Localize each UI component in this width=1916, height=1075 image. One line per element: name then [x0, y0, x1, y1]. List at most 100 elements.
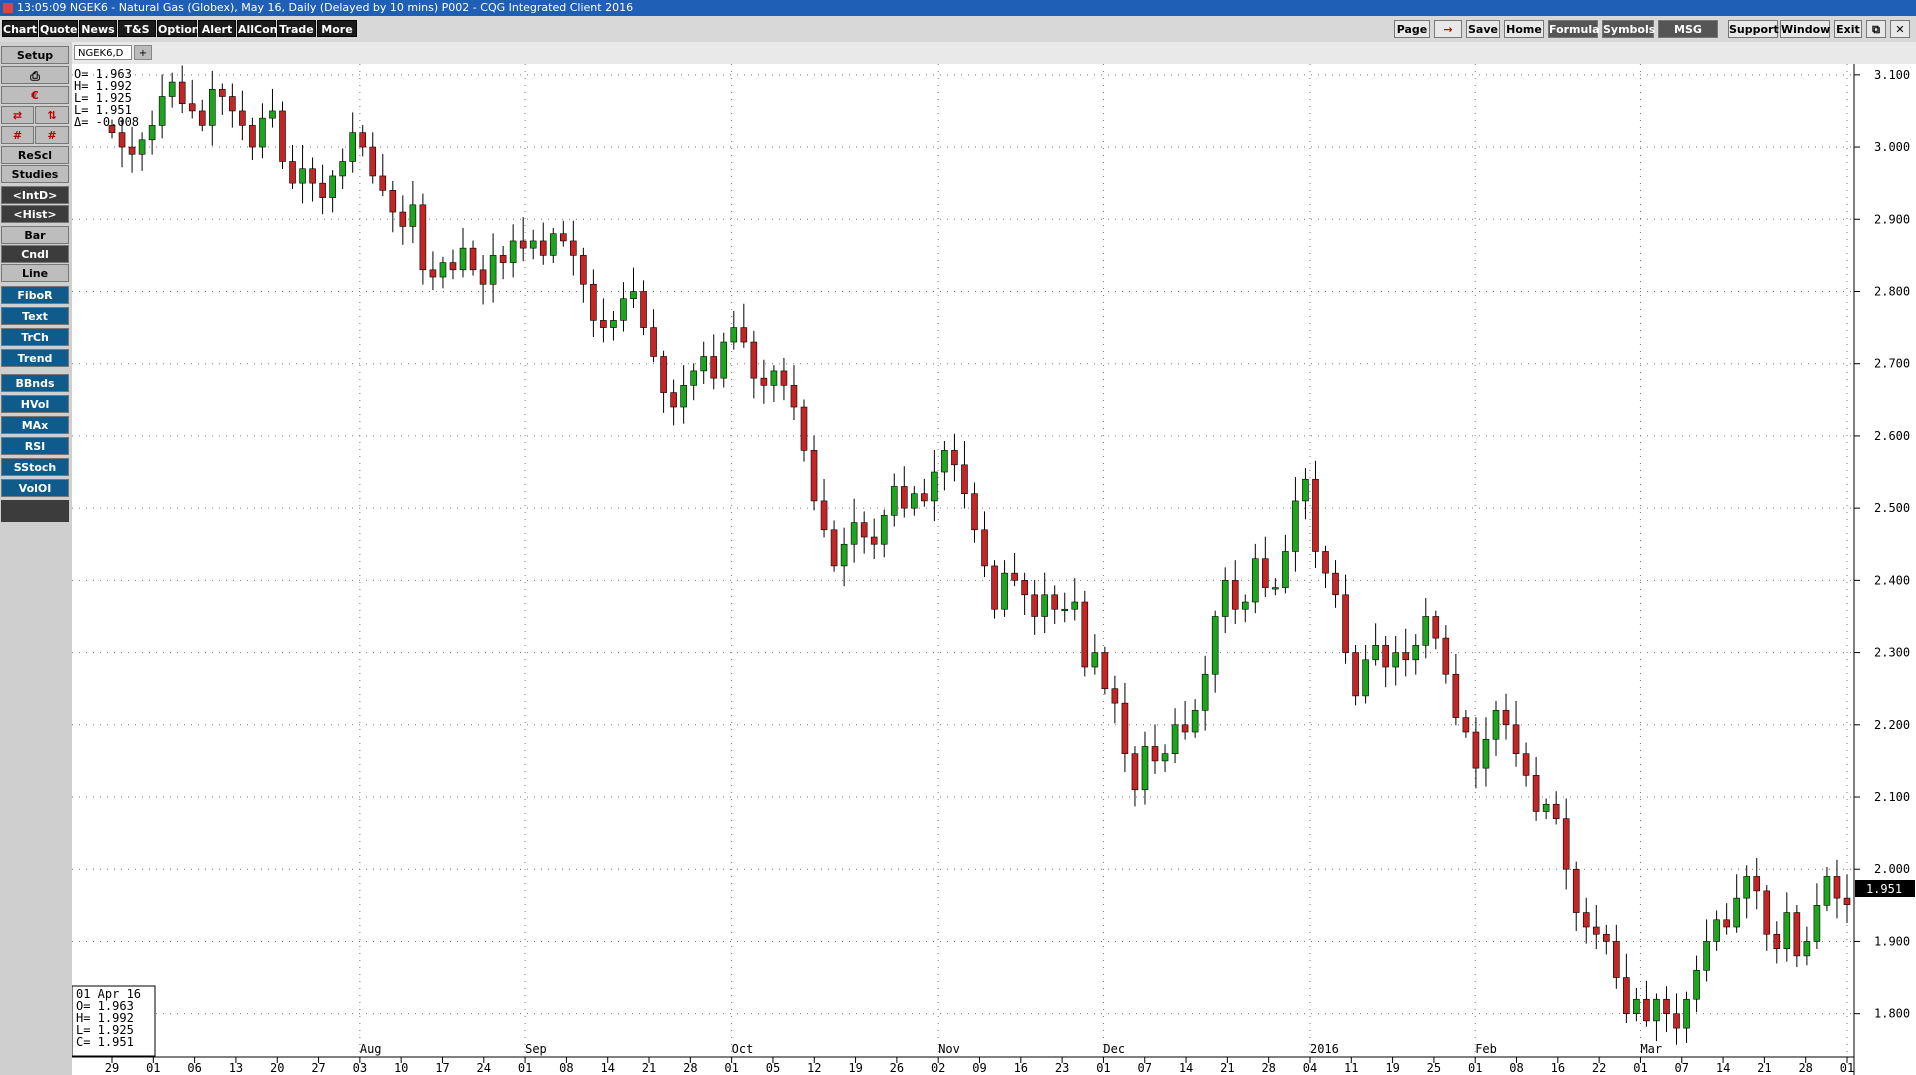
- candle-body: [1592, 926, 1600, 935]
- exit-button[interactable]: Exit: [1834, 20, 1862, 38]
- voloi-button[interactable]: VolOI: [1, 479, 69, 497]
- close-icon[interactable]: ✕: [1890, 20, 1910, 38]
- quote-button[interactable]: Quote: [39, 20, 78, 37]
- candle-body: [319, 182, 326, 198]
- chart-button[interactable]: Chart: [2, 20, 38, 37]
- price-axis: 3.100 3.000 2.900 2.800 2.700 2.600 2.500 2.400…: [1854, 68, 1910, 1021]
- candle-button[interactable]: Cndl: [1, 245, 69, 263]
- formula-button[interactable]: Formula: [1548, 20, 1600, 38]
- date-tick-label: 01: [1096, 1061, 1110, 1075]
- ohlc-box-open: O= 1.963: [76, 999, 134, 1013]
- candle-body: [1412, 645, 1420, 661]
- date-tick-label: 14: [1716, 1061, 1730, 1075]
- date-tick-label: 07: [1138, 1061, 1152, 1075]
- candle-body: [620, 298, 627, 321]
- setup-button[interactable]: Setup: [1, 46, 69, 64]
- candle-body: [309, 168, 316, 184]
- print-icon[interactable]: ⎙: [1, 66, 69, 84]
- max-button[interactable]: MAx: [1, 416, 69, 434]
- swap-icon[interactable]: ⇄: [1, 106, 34, 124]
- candle-body: [459, 247, 467, 271]
- candle-body: [1382, 645, 1389, 668]
- ohlc-open: O= 1.963: [74, 67, 132, 81]
- candle-body: [1001, 572, 1008, 610]
- date-tick-label: 25: [1427, 1061, 1441, 1075]
- date-tick-label: 14: [1179, 1061, 1193, 1075]
- candle-body: [1833, 876, 1841, 899]
- ohlc-delta: Δ= -0.008: [74, 115, 139, 129]
- candle-body: [1101, 652, 1109, 689]
- euro-icon[interactable]: €: [1, 86, 69, 104]
- candle-body: [519, 240, 527, 249]
- candle-body: [690, 370, 697, 386]
- rsi-button[interactable]: RSI: [1, 437, 69, 455]
- support-button[interactable]: Support: [1728, 20, 1779, 38]
- trade-button[interactable]: Trade: [277, 20, 316, 37]
- add-tab-button[interactable]: +: [134, 45, 152, 60]
- candle-body: [1422, 616, 1430, 646]
- study-sidebar: Setup ⎙ € ⇄ ⇅ # # ReScl Studies <IntD> <…: [0, 42, 73, 1075]
- page-button[interactable]: Page: [1394, 20, 1430, 38]
- candle-body: [289, 161, 296, 184]
- ohlc-readout-bottom: 01 Apr 16 O= 1.963 H= 1.992 L= 1.925 C= …: [72, 985, 156, 1057]
- candle-body: [590, 283, 597, 321]
- grid-alt-icon[interactable]: #: [35, 126, 69, 144]
- trend-button[interactable]: Trend: [1, 349, 69, 367]
- tab-ngek6[interactable]: NGEK6,D: [74, 45, 132, 60]
- sort-icon[interactable]: ⇅: [35, 106, 69, 124]
- home-button[interactable]: Home: [1504, 20, 1544, 38]
- fibonacci-button[interactable]: FiboR: [1, 286, 69, 304]
- candle-body: [1402, 652, 1410, 661]
- alert-button[interactable]: Alert: [198, 20, 236, 37]
- candle-body: [1693, 970, 1700, 1000]
- hvol-button[interactable]: HVol: [1, 395, 69, 413]
- candle-body: [369, 146, 377, 177]
- news-button[interactable]: News: [79, 20, 117, 37]
- candle-body: [198, 110, 206, 126]
- date-tick-label: 10: [394, 1061, 408, 1075]
- candle-body: [700, 356, 708, 372]
- window-button[interactable]: Window: [1780, 20, 1830, 38]
- grid-icon[interactable]: #: [1, 126, 34, 144]
- intraday-button[interactable]: <IntD>: [1, 186, 69, 204]
- price-tick-label: 2.200: [1874, 718, 1910, 732]
- studies-button[interactable]: Studies: [1, 165, 69, 183]
- allcon-button[interactable]: AllCon: [237, 20, 278, 37]
- month-label: 2016: [1310, 1042, 1339, 1056]
- candle-body: [1161, 753, 1169, 762]
- candle-body: [529, 240, 537, 249]
- candlestick-chart[interactable]: 3.100 3.000 2.900 2.800 2.700 2.600 2.500 2.400…: [72, 64, 1916, 1075]
- trend-channel-button[interactable]: TrCh: [1, 328, 69, 346]
- candle-body: [1352, 652, 1359, 697]
- candle-body: [1723, 919, 1730, 928]
- month-label: Aug: [360, 1042, 382, 1056]
- candle-body: [1663, 998, 1670, 1014]
- save-button[interactable]: Save: [1466, 20, 1500, 38]
- rescale-button[interactable]: ReScl: [1, 146, 69, 164]
- candle-body: [1532, 775, 1540, 812]
- candle-body: [1442, 637, 1450, 675]
- sstoch-button[interactable]: SStoch: [1, 458, 69, 476]
- candle-body: [600, 320, 607, 328]
- arrow-button[interactable]: →: [1434, 20, 1462, 38]
- line-button[interactable]: Line: [1, 264, 69, 282]
- msg-cntr-button[interactable]: MSG Cntr: [1658, 20, 1718, 54]
- symbols-button[interactable]: Symbols: [1602, 20, 1655, 38]
- candle-body: [549, 233, 557, 256]
- restore-icon[interactable]: ⧉: [1866, 20, 1886, 38]
- bar-button[interactable]: Bar: [1, 226, 69, 244]
- candle-body: [1813, 905, 1821, 942]
- sidebar-separator: [1, 500, 69, 522]
- date-tick-label: 21: [642, 1061, 656, 1075]
- text-button[interactable]: Text: [1, 307, 69, 325]
- bollinger-button[interactable]: BBnds: [1, 374, 69, 392]
- ts-button[interactable]: T&S: [118, 20, 156, 37]
- date-tick-label: 26: [890, 1061, 904, 1075]
- historical-button[interactable]: <Hist>: [1, 205, 69, 223]
- candle-body: [229, 96, 236, 112]
- candle-body: [1562, 818, 1570, 870]
- candle-body: [840, 543, 848, 567]
- options-button[interactable]: Options: [157, 20, 206, 37]
- candle-body: [1673, 1013, 1680, 1029]
- more-button[interactable]: More: [317, 20, 357, 37]
